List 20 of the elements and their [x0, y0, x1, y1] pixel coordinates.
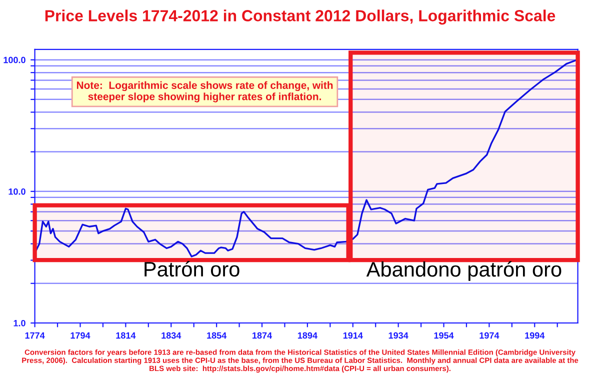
x-tick-label: 1894 [298, 332, 318, 339]
x-tick-label: 1934 [388, 332, 408, 339]
x-tick-label: 1974 [480, 332, 500, 339]
y-tick-label: 10.0 [8, 188, 26, 195]
annotation: Note: Logarithmic scale shows rate of change, with steeper slope showing higher rates of inflation. [76, 81, 333, 102]
x-tick-label: 1834 [162, 332, 182, 339]
x-tick-label: 1954 [434, 332, 454, 339]
x-tick-label: 1814 [116, 332, 136, 339]
y-tick-label: 100.0 [4, 56, 26, 64]
x-tick-label: 1914 [343, 332, 363, 339]
y-tick-label: 1.0 [14, 320, 26, 326]
band-label: Patrón oro [144, 261, 240, 277]
x-tick-label: 1994 [525, 332, 545, 339]
x-tick-label: 1874 [252, 332, 272, 339]
chart-title: Price Levels 1774-2012 in Constant 2012 Dollars, Logarithmic Scale [45, 10, 556, 25]
band-label: Abandono patrón oro [366, 261, 562, 281]
x-tick-label: 1854 [207, 332, 227, 339]
line-series [34, 60, 576, 258]
x-tick-label: 1774 [25, 332, 45, 339]
x-tick-label: 1794 [70, 332, 90, 339]
